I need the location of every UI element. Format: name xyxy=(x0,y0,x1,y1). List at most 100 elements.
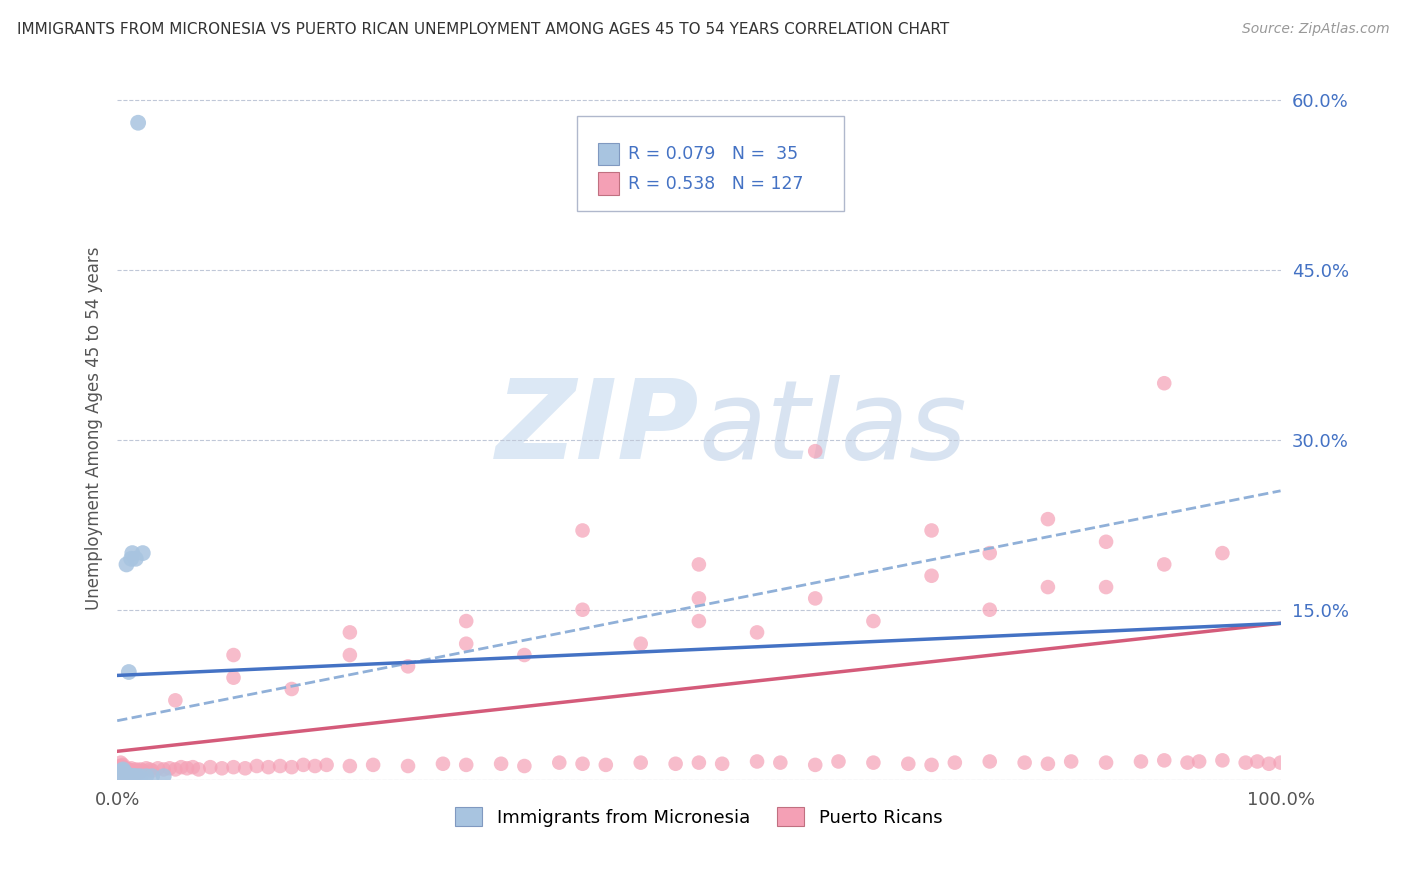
Puerto Ricans xyxy=(292,757,315,772)
Immigrants from Micronesia xyxy=(141,769,163,783)
Puerto Ricans xyxy=(152,763,174,777)
Puerto Ricans xyxy=(1188,755,1211,769)
Puerto Ricans xyxy=(108,767,131,781)
Puerto Ricans xyxy=(165,693,187,707)
Puerto Ricans xyxy=(571,603,593,617)
Puerto Ricans xyxy=(120,761,142,775)
Puerto Ricans xyxy=(513,759,536,773)
Puerto Ricans xyxy=(979,546,1001,560)
Immigrants from Micronesia xyxy=(121,769,143,783)
Puerto Ricans xyxy=(979,755,1001,769)
Puerto Ricans xyxy=(132,764,155,778)
Puerto Ricans xyxy=(339,759,361,773)
Puerto Ricans xyxy=(107,767,129,781)
Immigrants from Micronesia xyxy=(114,765,136,780)
Puerto Ricans xyxy=(110,756,132,770)
Puerto Ricans xyxy=(827,755,849,769)
Puerto Ricans xyxy=(1130,755,1153,769)
Puerto Ricans xyxy=(943,756,966,770)
FancyBboxPatch shape xyxy=(576,116,845,211)
Puerto Ricans xyxy=(222,648,245,662)
Puerto Ricans xyxy=(280,760,302,774)
Puerto Ricans xyxy=(862,756,884,770)
Puerto Ricans xyxy=(122,764,145,778)
Puerto Ricans xyxy=(1095,534,1118,549)
Puerto Ricans xyxy=(1153,753,1175,767)
Puerto Ricans xyxy=(115,764,138,778)
Puerto Ricans xyxy=(108,759,131,773)
Immigrants from Micronesia xyxy=(122,769,145,783)
Immigrants from Micronesia xyxy=(107,769,129,783)
Puerto Ricans xyxy=(630,756,652,770)
Immigrants from Micronesia xyxy=(114,769,136,783)
Puerto Ricans xyxy=(129,763,152,777)
Puerto Ricans xyxy=(233,761,256,775)
Puerto Ricans xyxy=(118,767,141,781)
Puerto Ricans xyxy=(127,764,149,778)
Puerto Ricans xyxy=(165,763,187,777)
Puerto Ricans xyxy=(804,591,827,606)
Puerto Ricans xyxy=(111,768,134,782)
Immigrants from Micronesia xyxy=(111,765,134,780)
Puerto Ricans xyxy=(222,760,245,774)
Puerto Ricans xyxy=(211,761,233,775)
Puerto Ricans xyxy=(115,768,138,782)
Text: Source: ZipAtlas.com: Source: ZipAtlas.com xyxy=(1241,22,1389,37)
Immigrants from Micronesia xyxy=(115,558,138,572)
Immigrants from Micronesia xyxy=(117,769,139,783)
Immigrants from Micronesia xyxy=(110,764,132,779)
Puerto Ricans xyxy=(1095,580,1118,594)
Immigrants from Micronesia xyxy=(129,769,152,783)
Immigrants from Micronesia xyxy=(111,769,134,783)
Puerto Ricans xyxy=(110,765,132,780)
Puerto Ricans xyxy=(117,767,139,781)
Puerto Ricans xyxy=(111,757,134,772)
Puerto Ricans xyxy=(111,769,134,783)
Y-axis label: Unemployment Among Ages 45 to 54 years: Unemployment Among Ages 45 to 54 years xyxy=(86,247,103,610)
Puerto Ricans xyxy=(339,625,361,640)
Puerto Ricans xyxy=(111,764,134,779)
Puerto Ricans xyxy=(114,761,136,775)
Puerto Ricans xyxy=(456,637,478,651)
Puerto Ricans xyxy=(112,768,135,782)
Puerto Ricans xyxy=(139,763,162,777)
Puerto Ricans xyxy=(688,558,710,572)
Puerto Ricans xyxy=(1036,580,1059,594)
Puerto Ricans xyxy=(1246,755,1268,769)
Puerto Ricans xyxy=(124,765,146,780)
Puerto Ricans xyxy=(548,756,571,770)
Puerto Ricans xyxy=(125,763,148,777)
Puerto Ricans xyxy=(159,761,181,775)
Puerto Ricans xyxy=(979,603,1001,617)
Puerto Ricans xyxy=(112,764,135,778)
Puerto Ricans xyxy=(1258,756,1281,771)
Text: atlas: atlas xyxy=(699,375,967,482)
Puerto Ricans xyxy=(280,681,302,696)
Puerto Ricans xyxy=(135,761,157,775)
Puerto Ricans xyxy=(1177,756,1199,770)
Puerto Ricans xyxy=(187,763,209,777)
Puerto Ricans xyxy=(117,763,139,777)
Puerto Ricans xyxy=(688,756,710,770)
Puerto Ricans xyxy=(396,759,419,773)
Puerto Ricans xyxy=(1036,512,1059,526)
Immigrants from Micronesia xyxy=(111,767,134,781)
Puerto Ricans xyxy=(108,764,131,778)
Immigrants from Micronesia xyxy=(108,767,131,781)
Puerto Ricans xyxy=(125,764,148,779)
Puerto Ricans xyxy=(769,756,792,770)
Puerto Ricans xyxy=(630,637,652,651)
Puerto Ricans xyxy=(339,648,361,662)
Puerto Ricans xyxy=(1153,376,1175,391)
Puerto Ricans xyxy=(114,767,136,781)
Puerto Ricans xyxy=(921,568,943,582)
Bar xyxy=(598,172,619,194)
Puerto Ricans xyxy=(246,759,269,773)
Puerto Ricans xyxy=(361,757,384,772)
Puerto Ricans xyxy=(222,671,245,685)
Immigrants from Micronesia xyxy=(115,768,138,782)
Puerto Ricans xyxy=(513,648,536,662)
Puerto Ricans xyxy=(181,760,204,774)
Immigrants from Micronesia xyxy=(120,551,142,566)
Immigrants from Micronesia xyxy=(111,769,134,783)
